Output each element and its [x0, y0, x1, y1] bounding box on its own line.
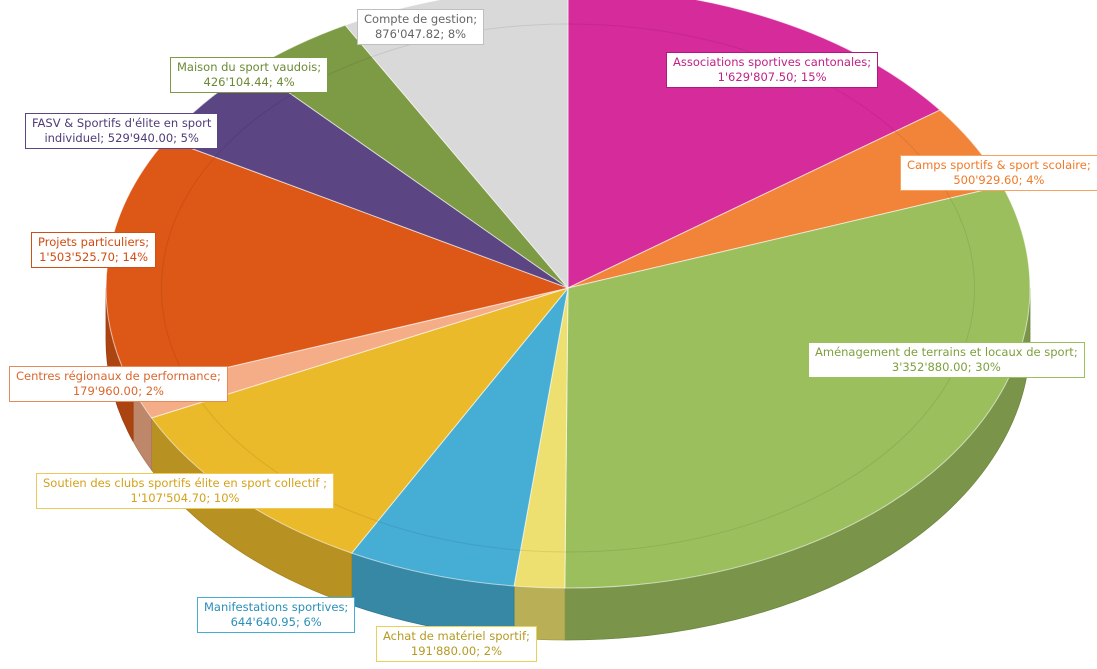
slice-label: Camps sportifs & sport scolaire; 500'929.… — [900, 155, 1097, 191]
pie-slice-bevel-7 — [160, 156, 216, 378]
slice-label: Aménagement de terrains et locaux de spo… — [808, 342, 1085, 378]
pie-slice-bevel-2 — [565, 197, 975, 553]
pie-slice-4 — [350, 287, 569, 587]
slice-label: Maison du sport vaudois; 426'104.44; 4% — [170, 57, 329, 93]
slice-label-name: Associations sportives cantonales; — [673, 55, 872, 69]
slice-label-name: Achat de matériel sportif; — [383, 629, 530, 643]
slice-label: Centres régionaux de performance; 179'960… — [9, 366, 228, 402]
slice-label-value: 426'104.44; 4% — [203, 75, 295, 89]
slice-label-value: 1'629'807.50; 15% — [717, 70, 827, 84]
slice-label-name: Camps sportifs & sport scolaire; — [907, 158, 1091, 172]
slice-label-name: Compte de gestion; — [364, 12, 478, 26]
slice-label-name: Aménagement de terrains et locaux de spo… — [815, 345, 1078, 359]
pie-slice-bevel-4 — [377, 520, 521, 551]
slice-label-value: 179'960.00; 2% — [72, 384, 164, 398]
slice-label: Associations sportives cantonales; 1'629'… — [666, 52, 879, 88]
slice-label-value: 644'640.95; 6% — [230, 615, 322, 629]
slice-label-value: 191'880.00; 2% — [410, 644, 502, 658]
slice-label-value: 500'929.60; 4% — [953, 173, 1045, 187]
pie-slice-bevel-8 — [214, 93, 292, 158]
pie-slice-bevel-5 — [201, 401, 378, 522]
slice-label-name: Soutien des clubs sportifs élite en spor… — [43, 476, 327, 490]
slice-label-name: FASV & Sportifs d'élite en sport — [32, 116, 212, 130]
slice-label-value: 3'352'880.00; 30% — [891, 360, 1001, 374]
slice-label-value: 1'107'504.70; 10% — [130, 491, 240, 505]
slice-label: Manifestations sportives; 644'640.95; 6% — [197, 597, 356, 633]
pie-slice-2 — [564, 185, 1031, 589]
slice-label-name: Projets particuliers; — [38, 235, 150, 249]
slice-label: Soutien des clubs sportifs élite en spor… — [36, 473, 334, 509]
slice-label-value: individuel; 529'940.00; 5% — [44, 131, 199, 145]
slice-label-value: 1'503'525.70; 14% — [39, 250, 149, 264]
slice-label: Compte de gestion; 876'047.82; 8% — [357, 9, 485, 45]
slice-label-name: Centres régionaux de performance; — [16, 369, 221, 383]
slice-label: Projets particuliers; 1'503'525.70; 14% — [31, 232, 157, 268]
slice-label-name: Manifestations sportives; — [204, 600, 349, 614]
slice-label: Achat de matériel sportif; 191'880.00; 2% — [376, 626, 537, 662]
slice-label: FASV & Sportifs d'élite en sport individu… — [25, 113, 219, 149]
slice-label-value: 876'047.82; 8% — [374, 27, 467, 41]
slice-label-name: Maison du sport vaudois; — [177, 60, 322, 74]
